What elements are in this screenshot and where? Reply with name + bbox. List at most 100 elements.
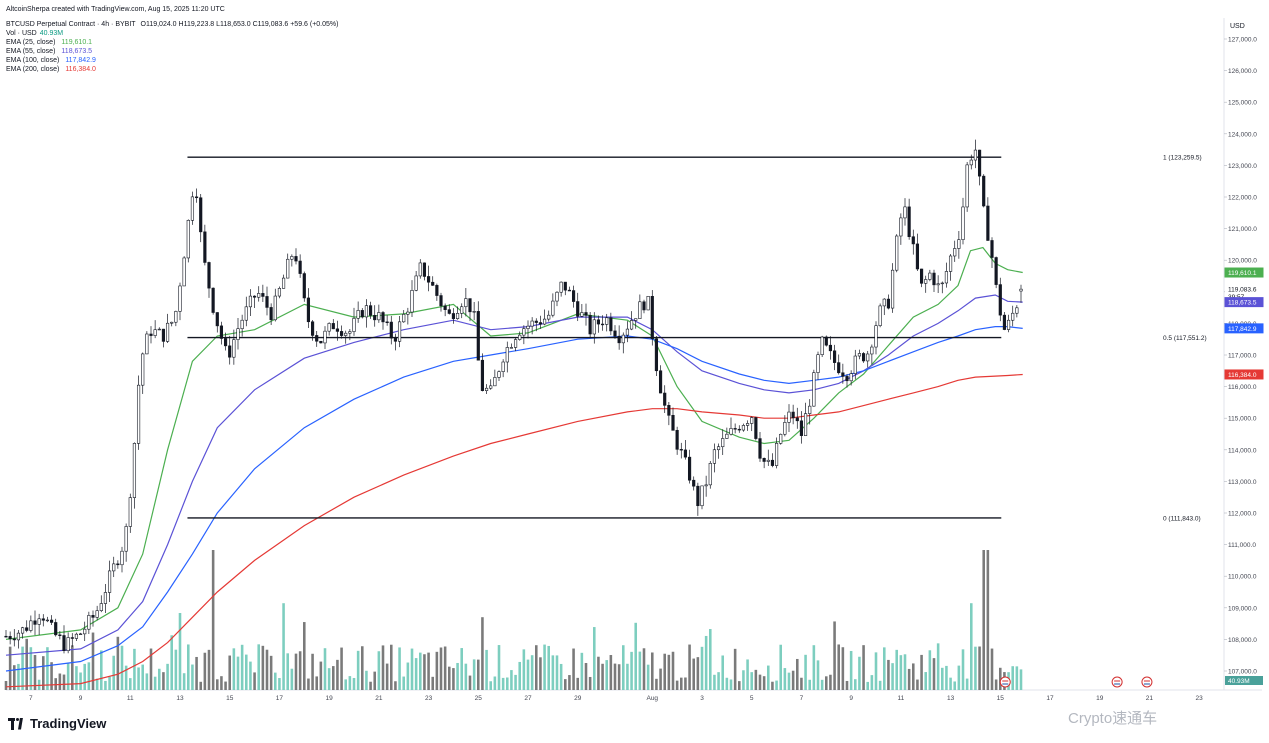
volume-bar	[746, 659, 749, 690]
candle-body	[228, 345, 232, 358]
volume-bar	[13, 665, 16, 690]
volume-bar	[257, 644, 260, 690]
legend: BTCUSD Perpetual Contract · 4h · BYBIT O…	[6, 20, 341, 74]
volume-bar	[758, 674, 762, 690]
candle-body	[29, 620, 33, 631]
y-tick-label: 111,000.0	[1228, 542, 1256, 549]
y-tick-label: 121,000.0	[1228, 226, 1257, 233]
price-axis[interactable]: USD 107,000.0 108,000.0 109,000.0 110,000.0 1…	[1224, 23, 1257, 676]
volume-bar	[862, 645, 865, 690]
us-flag-event-icon	[1111, 676, 1123, 688]
candle-body	[675, 430, 679, 450]
y-tick-label: 107,000.0	[1228, 669, 1257, 676]
candle-body	[37, 618, 41, 625]
volume-bar	[472, 659, 476, 690]
volume-bar	[245, 654, 248, 690]
candle-body	[754, 417, 758, 439]
candle-body	[737, 428, 741, 431]
volume-bar	[170, 635, 173, 690]
volume-bar	[344, 679, 347, 690]
volume-tag-text: 40.93M	[1228, 678, 1250, 685]
candle-body	[592, 319, 596, 335]
volume-bar	[622, 645, 625, 690]
volume-bar	[448, 666, 451, 690]
price-tag-box	[1225, 291, 1263, 301]
volume-bar	[584, 663, 588, 690]
candle-body	[141, 353, 145, 386]
candle-body	[281, 277, 286, 289]
ema25-label: EMA (25, close)	[6, 39, 56, 46]
candle-body	[373, 315, 377, 321]
volume-bar	[928, 650, 932, 690]
volume-bar	[920, 654, 923, 690]
candle-body	[199, 197, 203, 233]
candle-body	[170, 321, 174, 324]
candle-body	[484, 387, 489, 391]
candle-body	[128, 497, 132, 527]
volume-bar	[481, 617, 484, 690]
y-tick-label: 115,000.0	[1228, 416, 1257, 423]
volume-bar	[949, 677, 952, 690]
volume-bar	[46, 647, 49, 690]
time-axis[interactable]: 7 9 11 13 15 17 19 21 23 25 27 29 Aug 3 5 7 9 11 13 15 17 19 2…	[29, 695, 1203, 702]
candle-body	[634, 318, 638, 321]
x-tick-label: 25	[475, 695, 483, 702]
volume-bar	[220, 676, 223, 690]
volume-bar	[327, 668, 331, 690]
volume-bar	[626, 663, 629, 690]
ema200-row: EMA (200, close) 116,384.0	[6, 65, 341, 74]
volume-bar	[733, 648, 737, 690]
fib-retracement[interactable]: 1 (123,259.5) 0.5 (117,551.2) 0 (111,843.0…	[187, 155, 1207, 523]
candle-body	[414, 275, 418, 291]
candle-body	[91, 615, 95, 618]
volume-bar	[750, 672, 753, 690]
candle-body	[696, 485, 700, 507]
price-tag-box	[1225, 284, 1263, 294]
y-tick-label: 124,000.0	[1228, 131, 1257, 138]
candle-body	[211, 287, 215, 313]
volume-bar	[1011, 666, 1014, 690]
candle-body	[265, 296, 269, 308]
candle-body	[385, 321, 389, 323]
volume-bar	[883, 647, 886, 690]
volume-bar	[443, 646, 447, 690]
candle-body	[779, 433, 783, 444]
symbol-row: BTCUSD Perpetual Contract · 4h · BYBIT O…	[6, 20, 341, 29]
x-tick-label: 19	[1096, 695, 1104, 702]
candle-body	[360, 310, 364, 318]
candle-body	[132, 443, 137, 498]
volume-bar	[124, 665, 128, 690]
volume-bar	[791, 670, 795, 690]
candle-body	[455, 313, 460, 319]
volume-bar	[414, 658, 418, 690]
x-tick-label: 23	[1196, 695, 1204, 702]
volume-bar	[323, 648, 327, 690]
candle-body	[107, 570, 112, 593]
volume-bar	[158, 668, 161, 690]
volume-bar	[50, 662, 53, 690]
candle-body	[145, 333, 149, 355]
candle-body	[352, 318, 356, 332]
fib-level-label: 1 (123,259.5)	[1163, 155, 1202, 162]
symbol-title[interactable]: BTCUSD Perpetual Contract · 4h · BYBIT	[6, 21, 136, 28]
candle-body	[899, 217, 903, 237]
candle-body	[136, 384, 141, 444]
volume-bar	[829, 674, 832, 690]
candle-body	[874, 325, 878, 348]
x-tick-label: 7	[29, 695, 33, 702]
volume-bar	[199, 681, 202, 690]
volume-bar	[435, 651, 439, 690]
candle-body	[741, 425, 746, 431]
candle-body	[803, 413, 808, 436]
candle-body	[240, 319, 244, 329]
ema100-row: EMA (100, close) 117,842.9	[6, 56, 341, 65]
candle-body	[600, 323, 605, 326]
volume-bar	[419, 652, 422, 690]
volume-bar	[361, 646, 364, 690]
candle-body	[1002, 314, 1007, 330]
candle-body	[733, 428, 737, 430]
volume-bar	[696, 657, 700, 690]
tradingview-logo[interactable]: TradingView	[8, 716, 106, 731]
volume-bar	[141, 664, 144, 690]
